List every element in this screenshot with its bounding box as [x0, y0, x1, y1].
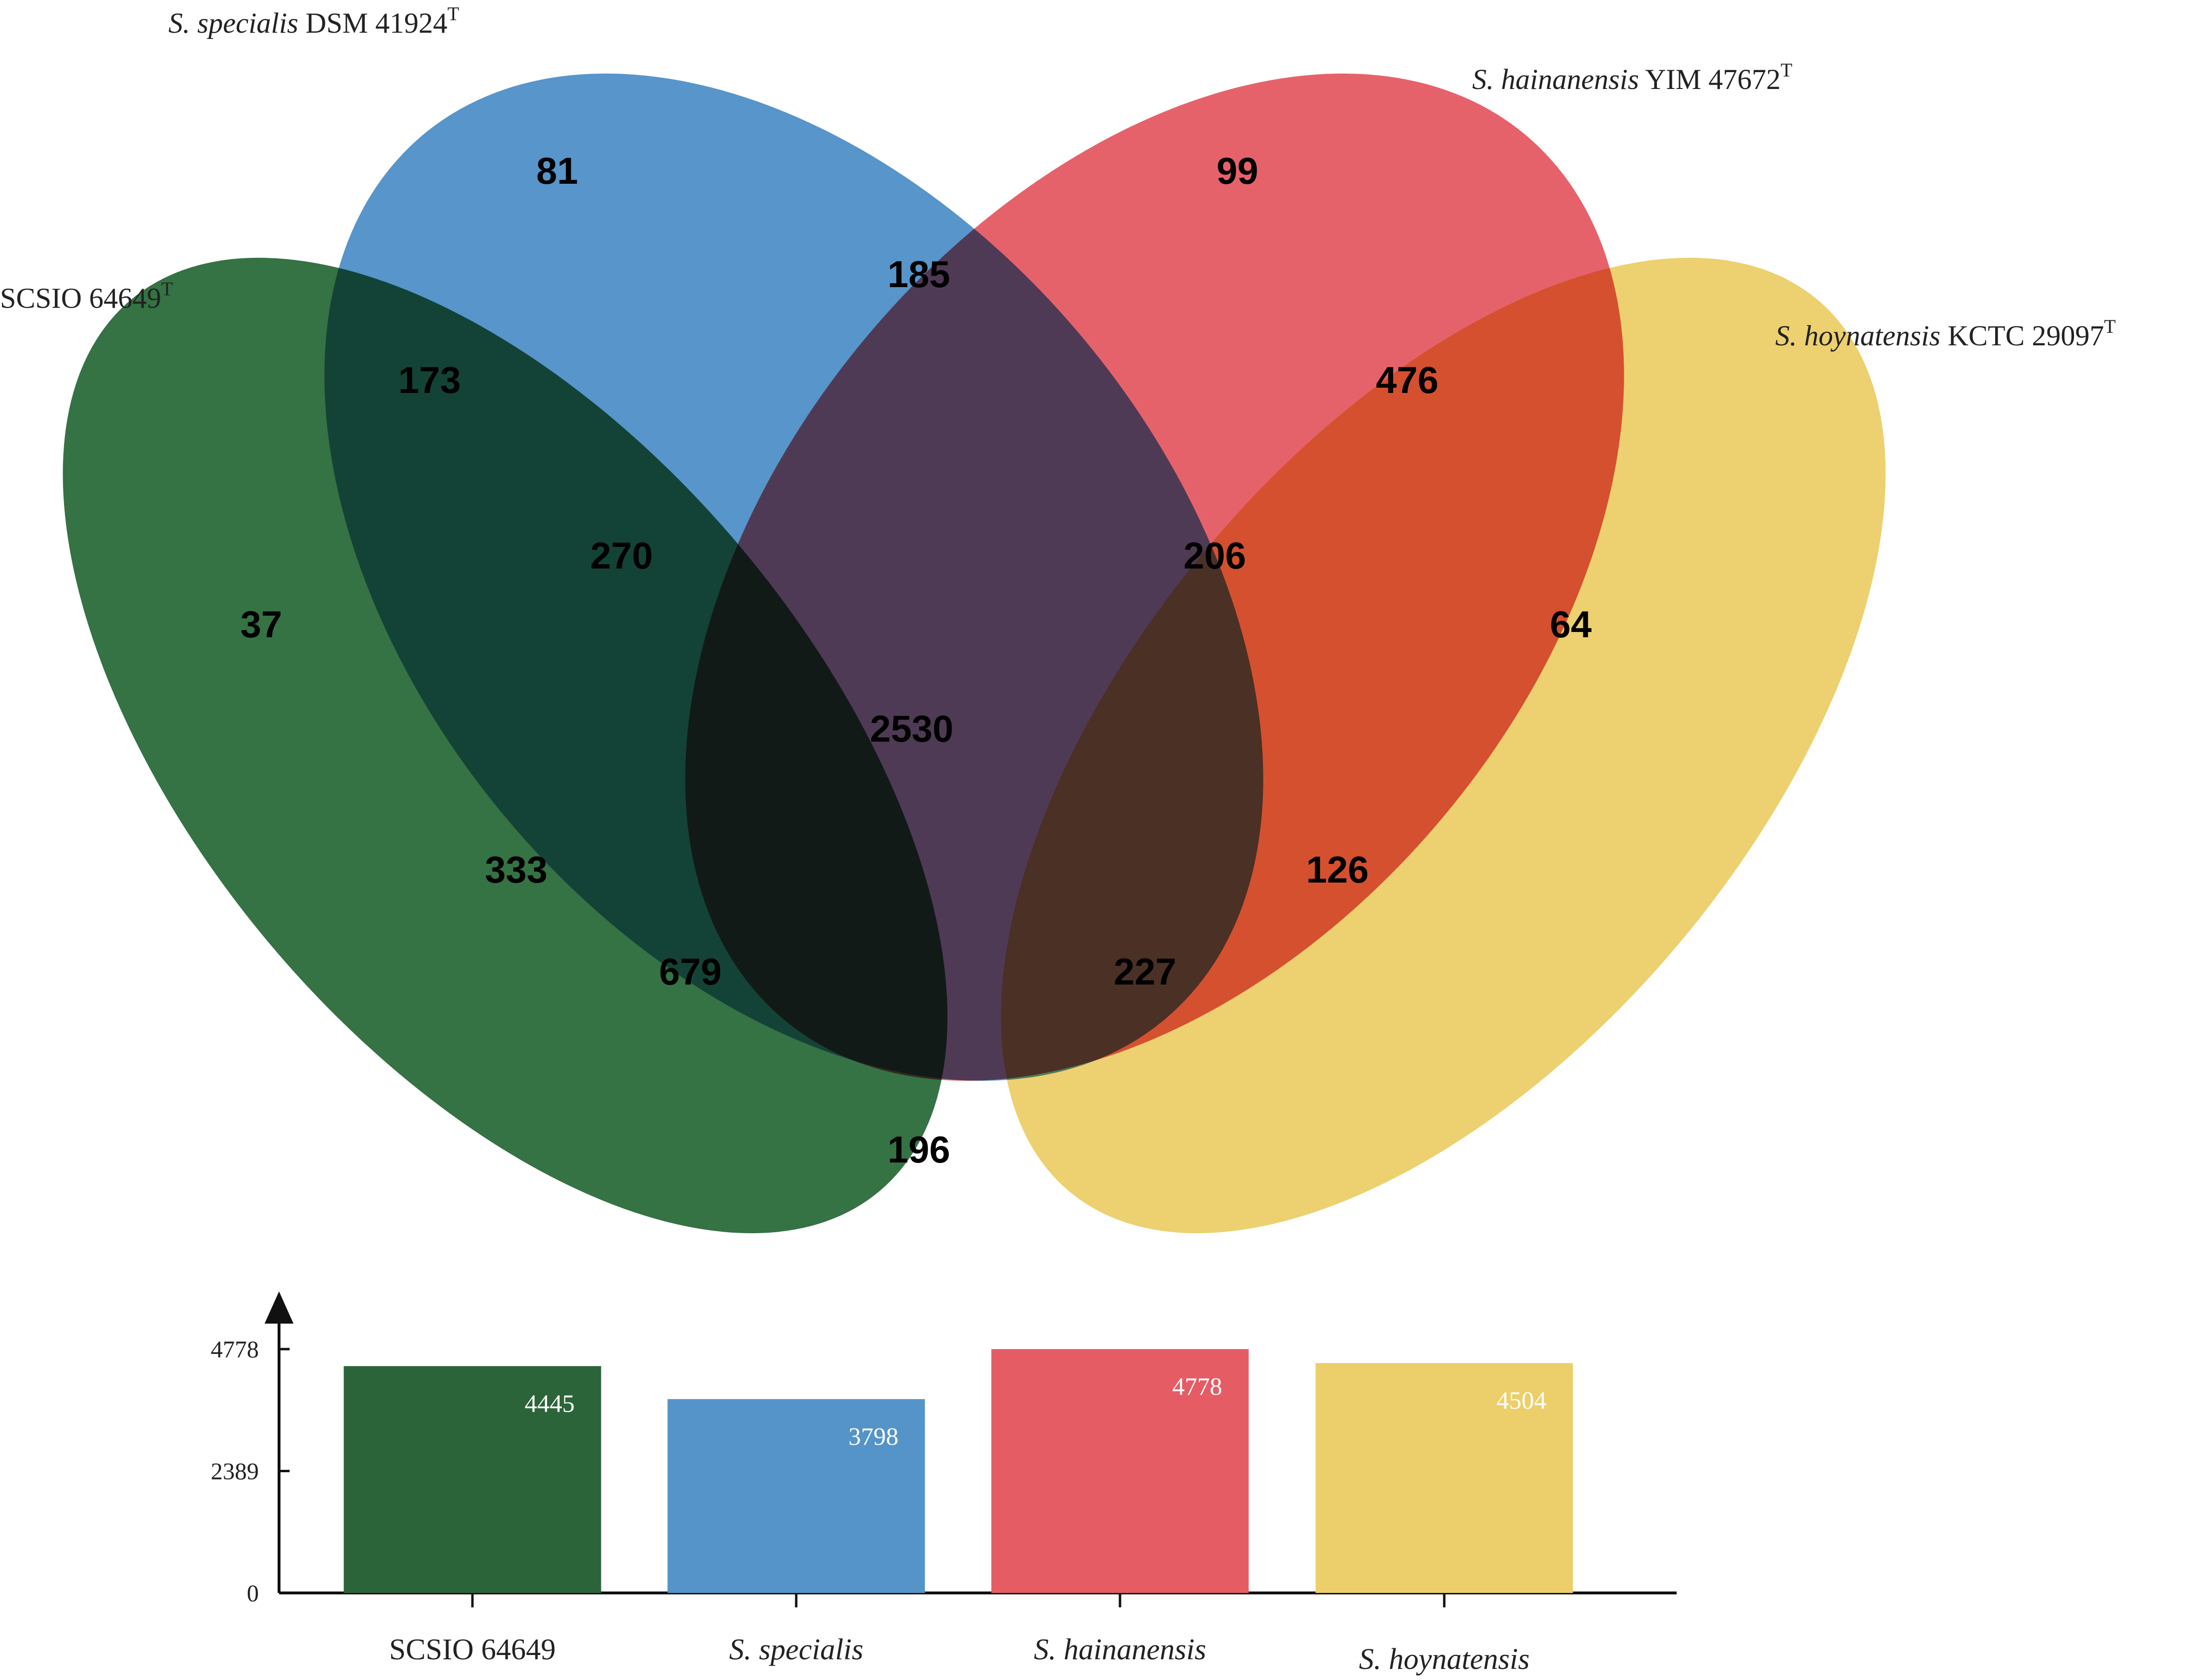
- bar: [1315, 1363, 1573, 1593]
- venn-region-count: 126: [1306, 848, 1369, 891]
- venn-region-count: 2530: [870, 707, 954, 750]
- set-label-strain: DSM 41924: [298, 7, 447, 39]
- bar: [991, 1349, 1249, 1593]
- bar: [344, 1366, 601, 1593]
- set-label-superscript: T: [161, 278, 173, 300]
- venn-region-count: 333: [485, 848, 547, 891]
- x-category-label: S. hoynatensis: [1359, 1643, 1530, 1676]
- venn-region-count: 196: [888, 1128, 950, 1171]
- bar-value-label: 4445: [525, 1390, 575, 1417]
- venn-region-count: 227: [1114, 950, 1176, 993]
- venn-region-count: 679: [659, 950, 722, 993]
- x-category-label: SCSIO 64649: [389, 1633, 556, 1666]
- bar-value-label: 4778: [1172, 1373, 1222, 1401]
- venn-region-count: 99: [1217, 150, 1259, 192]
- venn-set-label: S. hainanensis YIM 47672T: [1472, 59, 1793, 95]
- set-label-superscript: T: [1781, 59, 1792, 81]
- venn-region-count: 185: [888, 253, 950, 295]
- x-category-label: S. hainanensis: [1034, 1633, 1206, 1666]
- venn-set-label: S. specialis DSM 41924T: [168, 3, 459, 39]
- venn-region-count: 270: [590, 534, 653, 577]
- set-label-strain: SCSIO 64649: [0, 282, 161, 314]
- bar: [667, 1399, 925, 1593]
- bar-chart: 0 2389 4778 4445 SCSIO 64649 3798 S. speciali…: [211, 1291, 1677, 1676]
- set-label-species: S. hoynatensis: [1775, 320, 1940, 352]
- set-label-strain: YIM 47672: [1639, 63, 1781, 95]
- venn-set-label: S. hoynatensis KCTC 29097T: [1775, 316, 2116, 352]
- set-label-superscript: T: [447, 3, 459, 25]
- set-label-superscript: T: [2104, 316, 2115, 337]
- venn-region-count: 476: [1376, 359, 1438, 401]
- venn-region-count: 81: [536, 150, 578, 192]
- bar-value-label: 4504: [1497, 1387, 1547, 1415]
- venn-region-count: 206: [1184, 534, 1246, 577]
- venn-region-count: 64: [1550, 603, 1592, 645]
- venn-region-count: 37: [241, 603, 282, 645]
- set-label-strain: KCTC 29097: [1940, 320, 2104, 352]
- venn-region-count: 173: [398, 359, 461, 401]
- y-axis-arrow-icon: [265, 1291, 293, 1324]
- venn-set-kctc-29097-ellipse: [1001, 257, 1886, 1234]
- set-label-species: S. specialis: [168, 7, 298, 39]
- bar-value-label: 3798: [849, 1423, 899, 1451]
- y-tick-label: 2389: [211, 1458, 259, 1485]
- venn-diagram: 81 99 185 173 476 270 206 37 64 2530 333 126 679 227 1…: [0, 3, 2116, 1234]
- set-label-species: S. hainanensis: [1472, 63, 1639, 95]
- y-tick-label: 0: [247, 1579, 259, 1606]
- x-category-label: S. specialis: [729, 1633, 864, 1666]
- venn-set-label: SCSIO 64649T: [0, 278, 173, 314]
- y-tick-label: 4778: [211, 1336, 259, 1363]
